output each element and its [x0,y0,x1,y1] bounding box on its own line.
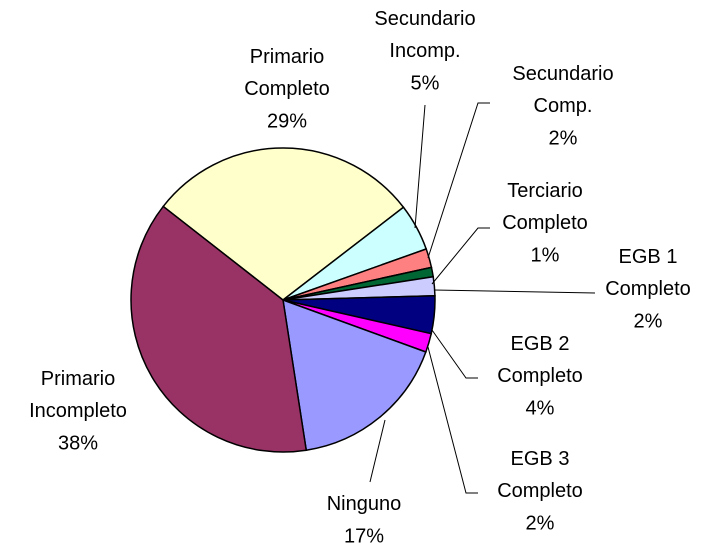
leader-line [431,227,490,285]
slice-label: Primario Completo [244,46,330,100]
leader-line [427,102,490,259]
slice-label: Secundario Incomp. [374,8,475,62]
slice-label: Secundario Comp. [512,63,613,117]
leader-line [369,419,386,483]
slice-label: EGB 2 Completo [497,333,583,387]
percent-label: 38% [58,432,98,454]
leader-line [431,329,478,379]
slice-label: Primario Incompleto [29,368,127,422]
slice [162,147,405,301]
pie [130,147,436,453]
leader-line [414,104,426,229]
leader-line [433,289,596,294]
percent-label: 2% [526,512,555,534]
percent-label: 2% [549,127,578,149]
slice [130,205,308,453]
percent-label: 2% [634,310,663,332]
slice-label: Ninguno [327,493,402,515]
slice-label: Terciario Completo [502,180,588,234]
percent-label: 17% [344,525,384,547]
leader-lines [369,102,596,494]
slice [282,298,427,452]
percent-label: 29% [267,110,307,132]
leader-line [427,346,478,494]
slice-label: EGB 1 Completo [605,246,691,300]
slice-label: EGB 3 Completo [497,448,583,502]
percent-label: 4% [526,397,555,419]
percent-label: 5% [411,72,440,94]
percent-label: 1% [531,244,560,266]
